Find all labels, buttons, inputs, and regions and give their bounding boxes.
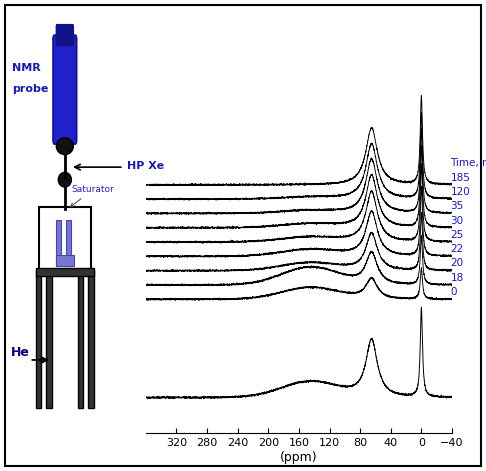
- Bar: [66, 219, 71, 266]
- Text: 18: 18: [451, 273, 464, 283]
- Bar: [55, 255, 74, 266]
- Bar: [78, 270, 83, 408]
- Text: 185: 185: [451, 172, 470, 183]
- Text: 22: 22: [451, 244, 464, 254]
- Bar: [88, 270, 94, 408]
- Text: 25: 25: [451, 230, 464, 240]
- Bar: [36, 268, 94, 276]
- Text: 30: 30: [451, 216, 464, 226]
- Text: HP Xe: HP Xe: [126, 161, 164, 171]
- X-axis label: (ppm): (ppm): [280, 451, 318, 464]
- Text: 20: 20: [451, 259, 464, 268]
- Bar: [36, 270, 41, 408]
- Text: 120: 120: [451, 187, 470, 197]
- Text: 35: 35: [451, 201, 464, 211]
- Bar: [38, 207, 91, 270]
- Ellipse shape: [56, 138, 73, 154]
- Ellipse shape: [58, 172, 71, 187]
- FancyBboxPatch shape: [53, 35, 77, 144]
- Text: He: He: [11, 346, 30, 359]
- Text: probe: probe: [12, 84, 49, 94]
- Text: NMR: NMR: [12, 63, 41, 73]
- Bar: [47, 270, 52, 408]
- Bar: [55, 219, 61, 266]
- Text: Saturator: Saturator: [70, 185, 114, 207]
- Text: Time, min.: Time, min.: [451, 158, 486, 168]
- Text: 0: 0: [451, 287, 457, 297]
- FancyBboxPatch shape: [56, 24, 73, 46]
